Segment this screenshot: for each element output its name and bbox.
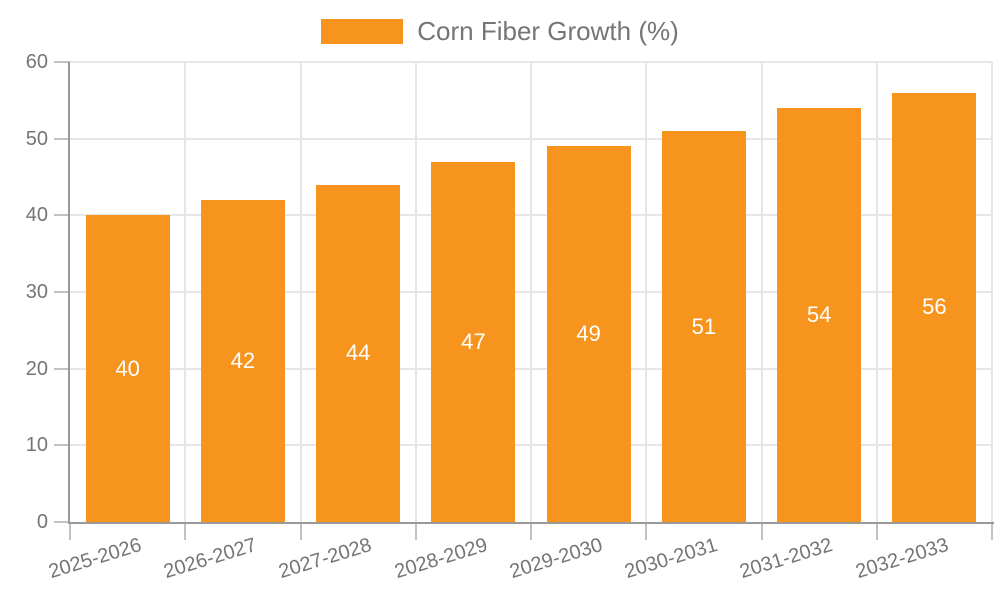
x-axis-tick [991,524,993,540]
gridline-vertical [875,62,878,522]
x-axis-tick [645,524,648,540]
gridline-vertical [184,62,187,522]
x-axis-tick [760,524,763,540]
y-axis-tick [54,214,70,217]
bar-2030-2031: 51 [661,131,746,522]
gridline-vertical [645,62,648,522]
x-axis-label: 2032-2033 [852,534,951,584]
bar-2027-2028: 44 [316,184,401,522]
y-axis-tick [54,521,70,523]
x-axis-tick [875,524,878,540]
gridline-vertical [299,62,302,522]
x-axis-tick [69,524,71,540]
x-axis-label: 2028-2029 [391,534,490,584]
bar-value-label: 40 [115,355,140,381]
y-axis-tick [54,137,70,140]
bar-value-label: 54 [806,302,832,327]
bar-value-label: 44 [345,340,371,366]
bar-2031-2032: 54 [777,108,862,522]
bar-value-label: 56 [922,294,947,320]
gridline-vertical [414,62,417,522]
legend-label: Corn Fiber Growth (%) [417,15,679,46]
y-axis-label: 10 [25,434,48,457]
y-axis-line [68,62,70,524]
bar-2032-2033: 56 [892,92,977,522]
x-axis-label: 2027-2028 [276,534,375,584]
y-axis-tick [54,367,70,370]
plot-area: 0 10 20 30 40 50 60 40 2025-2026 42 2026-2027 44 202… [26,51,994,583]
bar-2025-2026: 40 [85,215,170,522]
bar-2028-2029: 47 [431,161,516,522]
y-axis-label: 20 [25,357,48,380]
x-axis-label: 2030-2031 [622,534,721,584]
x-axis-tick [299,524,302,540]
x-axis-label: 2026-2027 [161,534,260,584]
bar-value-label: 42 [230,348,256,373]
y-axis-tick [54,291,70,293]
y-axis-label: 50 [25,127,48,150]
legend-swatch [321,18,404,44]
y-axis-tick [54,444,70,447]
x-axis-label: 2029-2030 [507,534,606,584]
y-axis-label: 40 [25,204,48,227]
bar-2026-2027: 42 [200,200,285,522]
bar-value-label: 51 [691,313,717,339]
gridline-vertical [991,62,993,522]
bar-value-label: 49 [576,321,601,347]
legend[interactable]: Corn Fiber Growth (%) [0,15,1000,47]
x-axis-tick [414,524,417,540]
x-axis-line [68,522,994,524]
bar-value-label: 47 [461,328,486,354]
x-axis-tick [184,524,187,540]
gridline-vertical [760,62,763,522]
y-axis-label: 60 [25,51,48,73]
x-axis-label: 2025-2026 [46,534,145,584]
x-axis-tick [530,524,532,540]
y-axis-label: 0 [36,511,48,533]
y-axis-tick [54,61,70,63]
y-axis-label: 30 [25,281,48,303]
gridline-vertical [530,62,532,522]
x-axis-label: 2031-2032 [737,534,836,584]
bar-2029-2030: 49 [546,146,631,522]
